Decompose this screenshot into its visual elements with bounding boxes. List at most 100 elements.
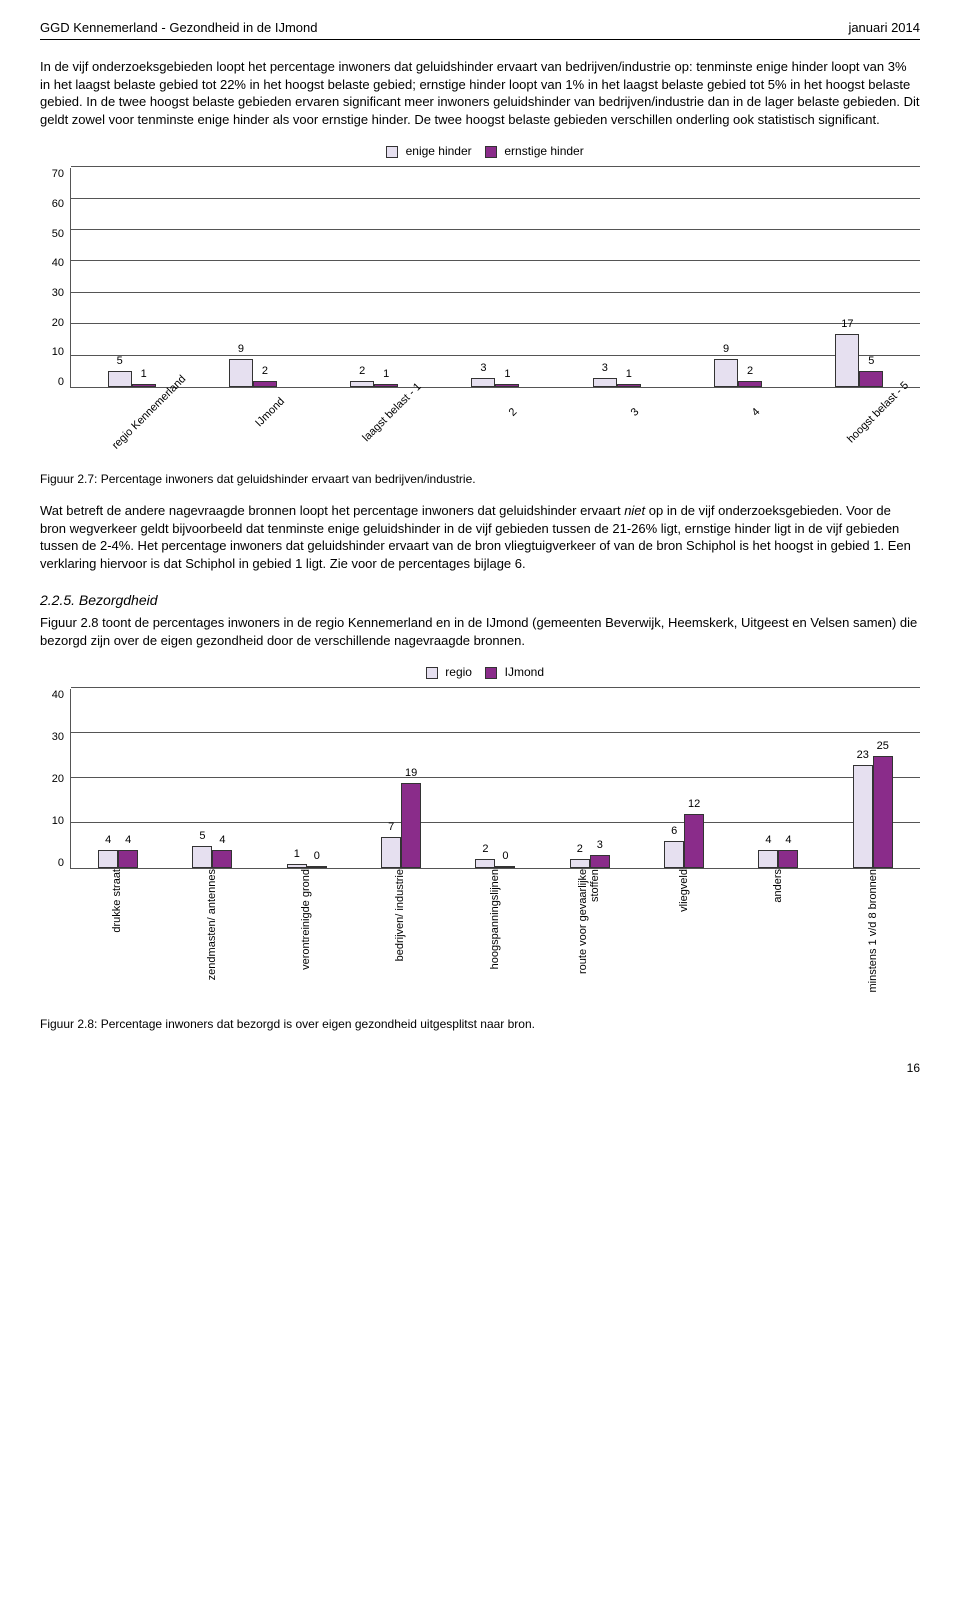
bar-column: 3 [590, 855, 610, 869]
grid-line [71, 687, 920, 688]
grid-line [71, 777, 920, 778]
bar-column: 5 [192, 846, 212, 869]
x-label: route voor gevaarlijke stoffen [542, 869, 636, 1009]
bar-column: 5 [859, 371, 883, 387]
section-225-heading: 2.2.5. Bezorgdheid [40, 592, 920, 608]
y-tick: 0 [58, 376, 64, 388]
bar-column: 1 [374, 384, 398, 387]
grid-line [71, 229, 920, 230]
legend-label-enige: enige hinder [406, 144, 472, 158]
bar-group: 92 [677, 359, 798, 387]
bar [495, 866, 515, 868]
bar-value-label: 1 [287, 848, 307, 860]
bar [108, 371, 132, 387]
bar-group: 51 [71, 371, 192, 387]
bar-value-label: 6 [664, 825, 684, 837]
y-tick: 60 [52, 198, 64, 210]
chart2-x-axis: drukke straatzendmasten/ antennesverontr… [70, 869, 920, 1009]
bar [593, 378, 617, 387]
bar-value-label: 25 [873, 740, 893, 752]
chart1-x-axis: regio KennemerlandIJmondlaagst belast - … [70, 394, 920, 464]
bar [873, 756, 893, 869]
bar-group: 44 [71, 850, 165, 868]
bar-group: 54 [165, 846, 259, 869]
bar [495, 384, 519, 387]
bar [471, 378, 495, 387]
bar-column: 3 [593, 378, 617, 387]
bar-value-label: 1 [617, 368, 641, 380]
y-tick: 20 [52, 773, 64, 785]
grid-line [71, 732, 920, 733]
bar-value-label: 3 [590, 839, 610, 851]
legend-swatch-ernstige [485, 146, 497, 158]
grid-line [71, 355, 920, 356]
bar-value-label: 1 [495, 368, 519, 380]
bar-column: 1 [617, 384, 641, 387]
bar-column: 25 [873, 756, 893, 869]
bar-value-label: 3 [593, 362, 617, 374]
bar [664, 841, 684, 868]
bar [617, 384, 641, 387]
bar [714, 359, 738, 387]
bar-value-label: 5 [859, 355, 883, 367]
header-rule [40, 39, 920, 40]
bar-value-label: 1 [132, 368, 156, 380]
intro-paragraph: In de vijf onderzoeksgebieden loopt het … [40, 58, 920, 128]
grid-line [71, 292, 920, 293]
bar-value-label: 2 [253, 365, 277, 377]
chart2-plot: 4454107192023612442325 [70, 689, 920, 869]
bar-column: 1 [132, 384, 156, 387]
header-left: GGD Kennemerland - Gezondheid in de IJmo… [40, 20, 318, 35]
bar-value-label: 7 [381, 821, 401, 833]
bar [853, 765, 873, 869]
bar-column: 1 [287, 864, 307, 869]
legend-label-regio: regio [445, 665, 472, 679]
bar-value-label: 9 [229, 343, 253, 355]
bar-group: 21 [314, 381, 435, 387]
y-tick: 50 [52, 228, 64, 240]
legend-swatch-enige [386, 146, 398, 158]
bar-column: 19 [401, 783, 421, 869]
y-tick: 30 [52, 731, 64, 743]
bar-group: 44 [731, 850, 825, 868]
bar-value-label: 4 [118, 834, 138, 846]
grid-line [71, 323, 920, 324]
page-header: GGD Kennemerland - Gezondheid in de IJmo… [40, 20, 920, 35]
bar-column: 9 [229, 359, 253, 387]
bar-column: 2 [350, 381, 374, 387]
bar-group: 31 [556, 378, 677, 387]
bar-column: 9 [714, 359, 738, 387]
bar-value-label: 0 [307, 850, 327, 862]
bar-column: 4 [118, 850, 138, 868]
bar [738, 381, 762, 387]
bar [229, 359, 253, 387]
grid-line [71, 260, 920, 261]
bar-group: 175 [799, 334, 920, 387]
bar-group: 20 [448, 859, 542, 868]
bar-group: 719 [354, 783, 448, 869]
chart2: 010203040 4454107192023612442325 drukke … [40, 689, 920, 1009]
header-right: januari 2014 [848, 20, 920, 35]
bar-group: 10 [260, 864, 354, 869]
bar-column: 0 [495, 866, 515, 868]
legend-label-ernstige: ernstige hinder [504, 144, 583, 158]
bar-value-label: 2 [570, 843, 590, 855]
bar-value-label: 2 [350, 365, 374, 377]
bar [253, 381, 277, 387]
page-number: 16 [40, 1061, 920, 1075]
bar [475, 859, 495, 868]
bar [212, 850, 232, 868]
y-tick: 20 [52, 317, 64, 329]
bar-group: 612 [637, 814, 731, 868]
bar [835, 334, 859, 387]
y-tick: 10 [52, 346, 64, 358]
bar-value-label: 5 [192, 830, 212, 842]
bar-value-label: 19 [401, 767, 421, 779]
bar [684, 814, 704, 868]
bar-column: 4 [778, 850, 798, 868]
x-label: minstens 1 v/d 8 bronnen [826, 869, 920, 1009]
bar [118, 850, 138, 868]
para3: Figuur 2.8 toont de percentages inwoners… [40, 614, 920, 649]
bar-group: 92 [192, 359, 313, 387]
bar-value-label: 1 [374, 368, 398, 380]
